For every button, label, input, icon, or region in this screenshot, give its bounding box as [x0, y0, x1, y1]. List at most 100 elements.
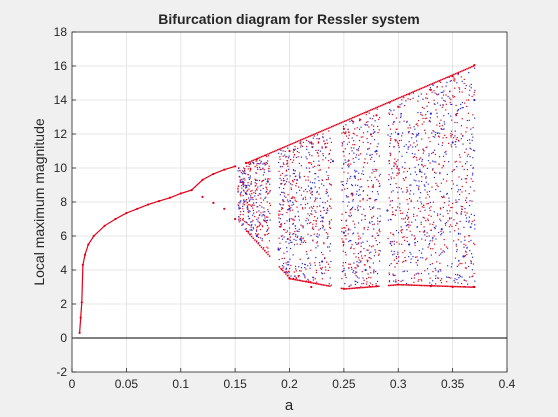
chaos-dot [454, 281, 456, 283]
chaos-dot [349, 239, 351, 242]
chaos-dot [468, 241, 470, 243]
chaos-dot [398, 173, 400, 175]
chaos-dot [416, 133, 418, 135]
chaos-dot [470, 83, 472, 86]
chaos-dot [356, 127, 358, 129]
chaos-dot [457, 139, 460, 141]
chaos-dot [365, 114, 367, 116]
chaos-dot [316, 138, 318, 140]
chaos-dot [314, 200, 316, 202]
chaos-dot [291, 209, 294, 211]
chaos-dot [345, 131, 347, 133]
chaos-dot [445, 153, 447, 155]
chaos-dot [404, 161, 406, 164]
chaos-dot [371, 124, 373, 126]
chaos-dot [269, 178, 271, 180]
chaos-dot [362, 141, 364, 143]
red-data-point [342, 127, 345, 130]
chaos-dot [456, 82, 458, 84]
chaos-dot [434, 227, 436, 229]
chaos-dot [244, 179, 246, 181]
upper-edge-dot [335, 123, 338, 126]
chaos-dot [428, 120, 431, 122]
upper-edge-dot [422, 86, 424, 89]
chaos-dot [399, 121, 401, 123]
chaos-dot [325, 232, 327, 234]
chaos-dot [354, 280, 356, 282]
chaos-dot [376, 153, 378, 155]
chaos-dot [302, 241, 304, 244]
chaos-dot [291, 197, 294, 199]
chaos-dot [391, 168, 393, 170]
upper-edge-dot [267, 153, 269, 155]
chaos-dot [347, 172, 349, 174]
chaos-dot [292, 149, 295, 151]
chaos-dot [244, 173, 247, 175]
chaos-dot [426, 232, 428, 234]
chaos-dot [322, 201, 324, 203]
chaos-dot [288, 242, 290, 244]
chaos-dot [318, 137, 321, 140]
chaos-dot [361, 271, 363, 273]
chaos-dot [302, 227, 304, 229]
chaos-dot [322, 221, 324, 223]
chaos-dot [290, 264, 292, 267]
red-data-point [255, 158, 258, 161]
chaos-dot [300, 204, 302, 206]
chaos-dot [323, 272, 325, 274]
chaos-dot [415, 123, 417, 126]
chaos-dot [302, 198, 304, 201]
chaos-dot [369, 117, 371, 119]
chaos-dot [450, 99, 452, 101]
lower-edge-dot [392, 284, 395, 286]
chaos-dot [313, 219, 315, 222]
red-data-point [375, 114, 378, 117]
chaos-dot [240, 192, 242, 194]
chaos-dot [394, 140, 397, 142]
chaos-dot [250, 224, 252, 227]
chaos-dot [473, 219, 475, 221]
lower-edge-dot [252, 237, 255, 240]
chaos-dot [369, 176, 371, 178]
chaos-dot [410, 184, 412, 186]
chaos-dot [444, 151, 446, 154]
chaos-dot [328, 283, 330, 285]
chaos-dot [352, 122, 354, 124]
chaos-dot [289, 232, 291, 234]
chaos-dot [350, 184, 353, 186]
chaos-dot [466, 254, 468, 256]
chaos-dot [347, 233, 349, 235]
lower-edge-dot [304, 280, 307, 283]
chaos-dot [283, 200, 285, 203]
chaos-dot [282, 198, 284, 201]
chaos-dot [458, 91, 461, 93]
chaos-dot [399, 203, 401, 205]
chaos-dot [450, 80, 452, 82]
chaos-dot [390, 110, 392, 112]
chaos-dot [400, 212, 402, 215]
chaos-dot [327, 160, 330, 162]
chaos-dot [322, 217, 324, 219]
lower-edge-dot [324, 284, 326, 287]
chaos-dot [426, 235, 428, 238]
chaos-dot [324, 146, 327, 148]
chaos-dot [400, 230, 402, 232]
lower-edge-dot [420, 284, 423, 287]
red-data-point [168, 196, 171, 199]
chaos-dot [396, 141, 399, 143]
chaos-dot [269, 219, 271, 221]
chaos-dot [431, 263, 433, 265]
upper-edge-dot [399, 96, 401, 99]
chaos-dot [319, 210, 322, 212]
chaos-dot [395, 163, 397, 165]
chaos-dot [316, 197, 318, 199]
chaos-dot [372, 132, 374, 134]
chaos-dot [316, 235, 318, 237]
chaos-dot [379, 231, 381, 233]
chaos-dot [243, 167, 245, 169]
upper-edge-dot [360, 113, 362, 116]
chaos-dot [248, 177, 250, 179]
chaos-dot [396, 167, 398, 169]
chaos-dot [470, 178, 472, 180]
chaos-dot [292, 159, 295, 161]
